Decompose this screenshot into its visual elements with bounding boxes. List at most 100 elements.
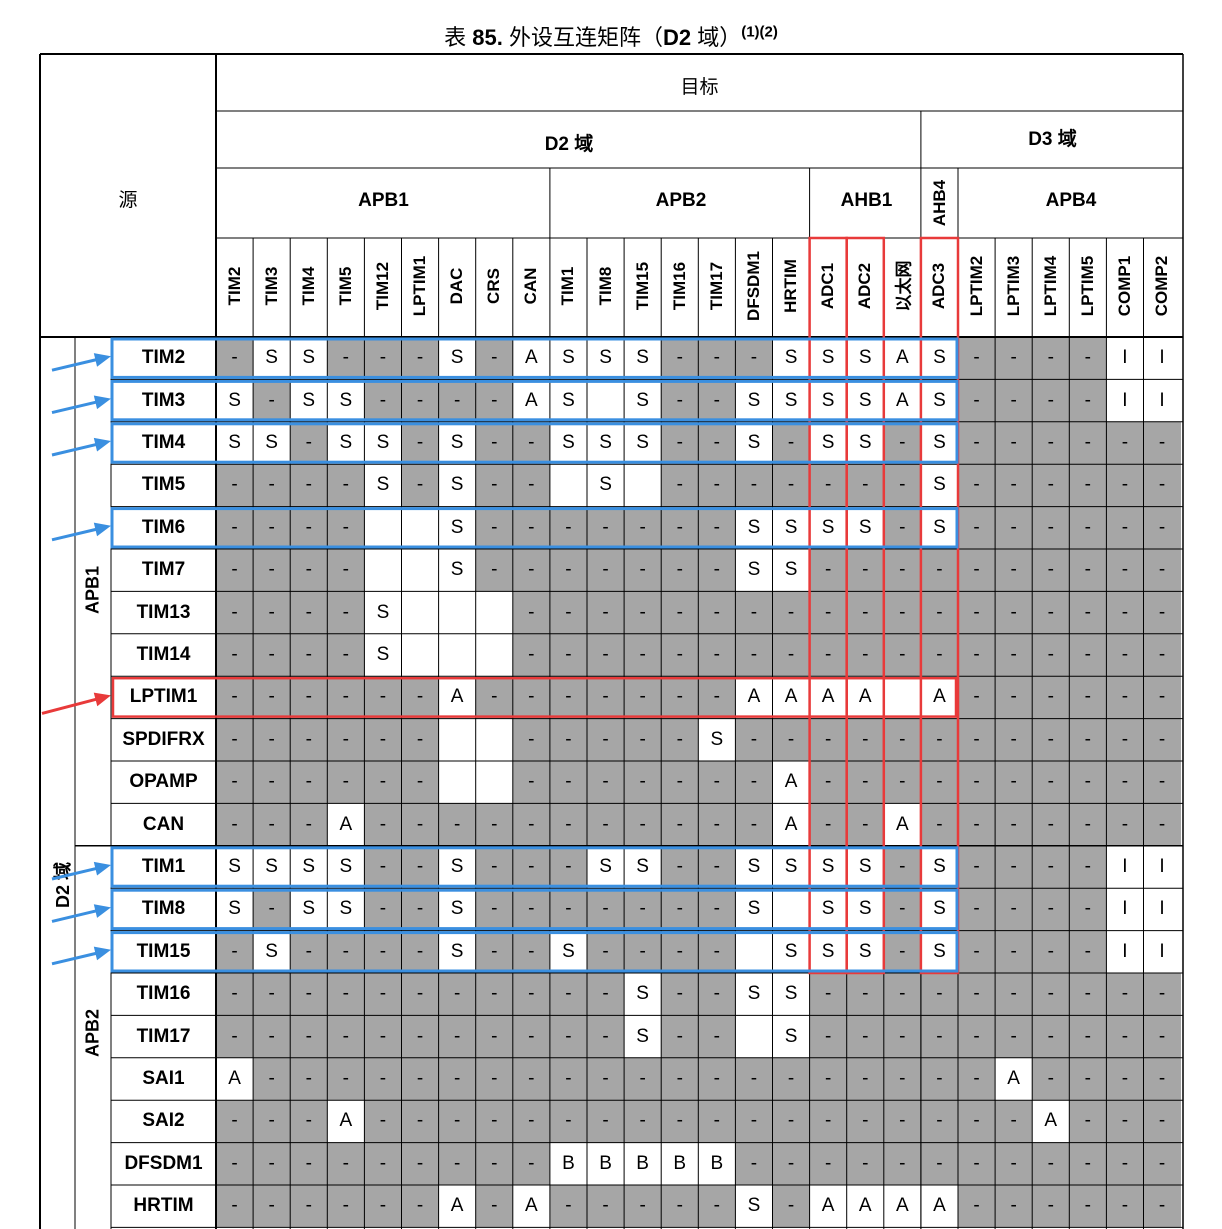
- matrix-cell: S: [327, 845, 365, 889]
- matrix-cell: -: [475, 506, 513, 549]
- matrix-cell: S: [809, 506, 847, 549]
- matrix-cell: S: [216, 379, 254, 422]
- matrix-cell: -: [698, 1057, 736, 1101]
- matrix-cell: -: [624, 930, 662, 973]
- matrix-cell: A: [772, 761, 810, 804]
- matrix-cell: A: [809, 676, 847, 719]
- matrix-cell: [883, 676, 921, 719]
- matrix-cell: -: [401, 1015, 439, 1058]
- matrix-cell: -: [995, 930, 1033, 973]
- matrix-cell: -: [587, 930, 625, 973]
- matrix-cell: -: [1032, 1185, 1070, 1228]
- blue-row-highlight: [110, 422, 959, 464]
- matrix-cell: -: [995, 718, 1033, 761]
- matrix-cell: S: [587, 845, 625, 889]
- matrix-cell: -: [475, 464, 513, 507]
- matrix-cell: S: [364, 591, 402, 634]
- row-label: TIM13: [136, 601, 191, 623]
- matrix-cell: S: [549, 421, 587, 465]
- matrix-cell: -: [364, 1142, 402, 1185]
- matrix-cell: -: [587, 761, 625, 804]
- matrix-cell: -: [661, 506, 699, 549]
- matrix-cell: -: [846, 761, 884, 804]
- matrix-cell: S: [587, 337, 625, 380]
- matrix-cell: -: [587, 549, 625, 592]
- row-label: TIM2: [141, 347, 186, 369]
- matrix-cell: -: [920, 591, 958, 634]
- matrix-cell: -: [698, 1185, 736, 1228]
- matrix-cell: -: [549, 803, 587, 846]
- matrix-cell: [735, 1015, 773, 1058]
- matrix-cell: S: [216, 888, 254, 931]
- matrix-cell: -: [1032, 379, 1070, 422]
- row-label: TIM4: [141, 431, 186, 453]
- source-header: 源: [118, 190, 138, 211]
- red-arrow: [41, 692, 111, 715]
- matrix-cell: -: [587, 1100, 625, 1143]
- matrix-cell: -: [216, 506, 254, 549]
- matrix-cell: S: [253, 930, 291, 973]
- caption-prefix: 表: [444, 25, 467, 50]
- matrix-cell: -: [995, 1015, 1033, 1058]
- matrix-cell: -: [1143, 506, 1181, 549]
- matrix-cell: S: [587, 464, 625, 507]
- matrix-cell: -: [364, 676, 402, 719]
- matrix-cell: S: [438, 464, 476, 507]
- matrix-cell: -: [327, 1185, 365, 1228]
- matrix-cell: S: [920, 337, 958, 380]
- matrix-cell: S: [438, 506, 476, 549]
- matrix-cell: -: [512, 1142, 550, 1185]
- matrix-cell: A: [512, 1185, 550, 1228]
- matrix-cell: -: [1069, 930, 1107, 973]
- matrix-cell: -: [327, 930, 365, 973]
- blue-arrow: [51, 522, 111, 542]
- matrix-cell: -: [290, 633, 328, 677]
- matrix-cell: S: [772, 549, 810, 592]
- matrix-cell: -: [401, 930, 439, 973]
- matrix-cell: -: [512, 888, 550, 931]
- matrix-cell: -: [401, 676, 439, 719]
- matrix-cell: -: [920, 1100, 958, 1143]
- matrix-cell: -: [624, 676, 662, 719]
- matrix-cell: -: [661, 337, 699, 380]
- matrix-cell: -: [846, 973, 884, 1016]
- matrix-cell: S: [290, 888, 328, 931]
- matrix-cell: -: [512, 591, 550, 634]
- matrix-cell: -: [290, 1142, 328, 1185]
- matrix-cell: -: [698, 421, 736, 465]
- matrix-cell: -: [549, 1100, 587, 1143]
- matrix-cell: -: [512, 930, 550, 973]
- matrix-cell: S: [920, 379, 958, 422]
- matrix-cell: -: [958, 1100, 996, 1143]
- matrix-cell: S: [549, 337, 587, 380]
- matrix-cell: -: [995, 761, 1033, 804]
- matrix-cell: S: [253, 421, 291, 465]
- matrix-cell: -: [883, 506, 921, 549]
- matrix-cell: A: [216, 1057, 254, 1101]
- matrix-cell: [587, 379, 625, 422]
- matrix-cell: -: [1069, 1185, 1107, 1228]
- matrix-cell: -: [1069, 1142, 1107, 1185]
- matrix-cell: S: [624, 973, 662, 1016]
- matrix-cell: S: [846, 888, 884, 931]
- matrix-cell: -: [1106, 1015, 1144, 1058]
- matrix-cell: [364, 506, 402, 549]
- matrix-cell: -: [995, 845, 1033, 889]
- matrix-cell: -: [698, 1100, 736, 1143]
- matrix-cell: -: [661, 1185, 699, 1228]
- matrix-cell: -: [253, 718, 291, 761]
- matrix-cell: -: [253, 379, 291, 422]
- matrix-cell: A: [883, 1185, 921, 1228]
- matrix-cell: -: [958, 421, 996, 465]
- matrix-cell: -: [475, 421, 513, 465]
- matrix-cell: -: [995, 1100, 1033, 1143]
- matrix-cell: S: [920, 930, 958, 973]
- row-label: TIM7: [141, 559, 186, 581]
- matrix-cell: -: [327, 1057, 365, 1101]
- matrix-cell: [475, 633, 513, 677]
- matrix-cell: -: [735, 464, 773, 507]
- matrix-cell: -: [512, 845, 550, 889]
- matrix-cell: -: [958, 379, 996, 422]
- blue-row-highlight: [110, 507, 959, 549]
- matrix-cell: -: [1032, 845, 1070, 889]
